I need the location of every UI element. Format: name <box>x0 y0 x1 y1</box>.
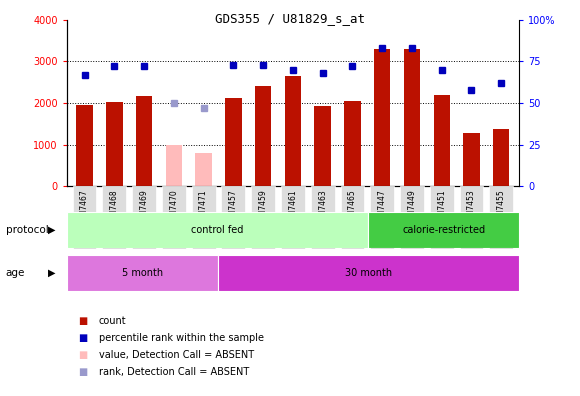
Text: age: age <box>6 268 25 278</box>
Text: ■: ■ <box>78 333 88 343</box>
Bar <box>255 86 271 186</box>
Text: control fed: control fed <box>191 225 244 235</box>
Bar <box>195 153 212 186</box>
Text: GSM7449: GSM7449 <box>408 189 416 226</box>
Text: GSM7471: GSM7471 <box>199 189 208 226</box>
Text: ■: ■ <box>78 367 88 377</box>
Text: ■: ■ <box>78 316 88 326</box>
Bar <box>77 105 93 186</box>
Text: rank, Detection Call = ABSENT: rank, Detection Call = ABSENT <box>99 367 249 377</box>
Text: protocol: protocol <box>6 225 49 235</box>
Text: GSM7469: GSM7469 <box>140 189 148 226</box>
Text: percentile rank within the sample: percentile rank within the sample <box>99 333 263 343</box>
Text: ▶: ▶ <box>49 225 56 235</box>
Text: GSM7465: GSM7465 <box>348 189 357 226</box>
Text: GSM7457: GSM7457 <box>229 189 238 226</box>
Bar <box>463 133 480 186</box>
FancyBboxPatch shape <box>251 186 275 249</box>
FancyBboxPatch shape <box>162 186 186 249</box>
Text: calorie-restricted: calorie-restricted <box>402 225 485 235</box>
FancyBboxPatch shape <box>368 212 519 248</box>
Text: GSM7463: GSM7463 <box>318 189 327 226</box>
Text: GSM7468: GSM7468 <box>110 189 119 226</box>
Bar <box>345 101 361 186</box>
Bar <box>404 49 420 186</box>
Bar <box>493 129 509 186</box>
FancyBboxPatch shape <box>218 255 519 291</box>
FancyBboxPatch shape <box>340 186 364 249</box>
Text: count: count <box>99 316 126 326</box>
Text: GSM7461: GSM7461 <box>288 189 298 226</box>
Text: GSM7447: GSM7447 <box>378 189 387 226</box>
FancyBboxPatch shape <box>72 186 96 249</box>
Bar <box>374 49 390 186</box>
Bar <box>285 76 301 186</box>
Bar <box>314 106 331 186</box>
FancyBboxPatch shape <box>132 186 156 249</box>
FancyBboxPatch shape <box>430 186 454 249</box>
FancyBboxPatch shape <box>222 186 245 249</box>
Text: GSM7455: GSM7455 <box>496 189 506 226</box>
FancyBboxPatch shape <box>67 212 368 248</box>
FancyBboxPatch shape <box>67 255 218 291</box>
Text: GSM7451: GSM7451 <box>437 189 446 226</box>
Bar <box>166 145 182 186</box>
Text: GSM7459: GSM7459 <box>259 189 267 226</box>
Text: GSM7470: GSM7470 <box>169 189 178 226</box>
Text: ▶: ▶ <box>49 268 56 278</box>
FancyBboxPatch shape <box>370 186 394 249</box>
Text: 5 month: 5 month <box>122 268 162 278</box>
Text: GSM7453: GSM7453 <box>467 189 476 226</box>
Text: GDS355 / U81829_s_at: GDS355 / U81829_s_at <box>215 12 365 25</box>
FancyBboxPatch shape <box>311 186 335 249</box>
Text: 30 month: 30 month <box>345 268 392 278</box>
FancyBboxPatch shape <box>490 186 513 249</box>
FancyBboxPatch shape <box>103 186 126 249</box>
Bar <box>433 95 450 186</box>
Text: ■: ■ <box>78 350 88 360</box>
FancyBboxPatch shape <box>459 186 483 249</box>
Text: value, Detection Call = ABSENT: value, Detection Call = ABSENT <box>99 350 253 360</box>
Text: GSM7467: GSM7467 <box>80 189 89 226</box>
Bar <box>106 102 122 186</box>
Bar <box>136 96 153 186</box>
FancyBboxPatch shape <box>192 186 216 249</box>
FancyBboxPatch shape <box>281 186 305 249</box>
FancyBboxPatch shape <box>400 186 424 249</box>
Bar <box>225 98 241 186</box>
